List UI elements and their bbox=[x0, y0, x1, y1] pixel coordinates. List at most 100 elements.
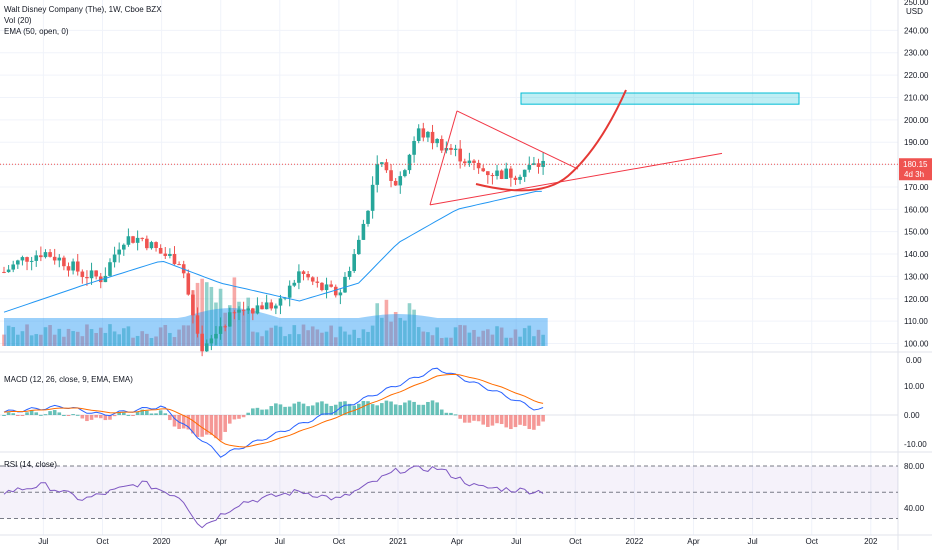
candle-body bbox=[89, 270, 94, 279]
macd-histogram-bar bbox=[532, 415, 536, 430]
volume-bar bbox=[384, 299, 389, 346]
macd-histogram-bar bbox=[34, 412, 39, 415]
candle-body bbox=[43, 252, 48, 258]
volume-bar bbox=[251, 331, 255, 346]
time-tick-label: Jul bbox=[38, 537, 48, 546]
price-axis-top-label: 250.00 bbox=[904, 0, 929, 7]
rsi-tick-label: 40.00 bbox=[904, 504, 925, 513]
volume-bar bbox=[126, 326, 131, 346]
candle-body bbox=[195, 315, 200, 334]
volume-bar bbox=[29, 335, 34, 346]
macd-histogram-bar bbox=[462, 415, 467, 423]
macd-histogram-bar bbox=[412, 401, 416, 415]
symbol-title[interactable]: Walt Disney Company (The), 1W, Cboe BZX bbox=[4, 5, 162, 14]
macd-histogram-bar bbox=[62, 414, 66, 416]
volume-bar bbox=[532, 336, 536, 346]
macd-histogram-bar bbox=[195, 415, 200, 437]
price-tick-label: 150.00 bbox=[904, 228, 929, 237]
macd-legend-label[interactable]: MACD (12, 26, close, 9, EMA, EMA) bbox=[4, 375, 133, 384]
macd-histogram-bar bbox=[237, 415, 241, 419]
volume-bar bbox=[430, 335, 435, 346]
candle-body bbox=[11, 264, 16, 270]
volume-bar bbox=[85, 324, 89, 346]
volume-bar bbox=[518, 336, 522, 346]
macd-histogram-bar bbox=[158, 410, 163, 415]
drawing-layer[interactable] bbox=[520, 92, 800, 105]
volume-bar bbox=[218, 288, 223, 346]
candle-body bbox=[301, 271, 306, 274]
candle-body bbox=[149, 242, 154, 249]
candle-body bbox=[108, 262, 112, 276]
ema-legend[interactable]: EMA (50, open, 0) bbox=[4, 27, 69, 36]
support-trendline bbox=[429, 152, 723, 206]
last-price-value: 180.15 bbox=[903, 160, 928, 169]
macd-histogram-bar bbox=[306, 406, 310, 415]
candle-body bbox=[380, 162, 384, 165]
macd-histogram-bar bbox=[384, 400, 389, 415]
candle-body bbox=[126, 236, 131, 245]
volume-bar bbox=[370, 325, 375, 346]
candle-body bbox=[112, 254, 117, 263]
candle-body bbox=[333, 286, 338, 296]
volume-bar bbox=[541, 334, 545, 346]
macd-histogram-bar bbox=[200, 415, 204, 437]
macd-histogram-bar bbox=[278, 404, 283, 415]
drawings[interactable] bbox=[0, 89, 898, 206]
last-price-badge bbox=[899, 158, 932, 181]
volume-bar bbox=[486, 329, 490, 346]
rsi-legend-label[interactable]: RSI (14, close) bbox=[4, 460, 57, 469]
macd-histogram-bar bbox=[495, 415, 499, 424]
macd-histogram-bar bbox=[251, 408, 255, 415]
candle-body bbox=[237, 309, 241, 313]
triangle-upper-line bbox=[456, 110, 579, 170]
macd-histogram-bar bbox=[149, 413, 154, 415]
candle-body bbox=[39, 255, 43, 258]
macd-histogram-bar bbox=[2, 415, 6, 416]
macd-histogram-bar bbox=[329, 405, 333, 415]
volume-bar bbox=[163, 324, 168, 346]
macd-histogram-bar bbox=[140, 409, 145, 415]
candle-body bbox=[462, 161, 467, 164]
volume-bar bbox=[214, 302, 218, 346]
volume-bar bbox=[527, 325, 532, 346]
macd-tick-label: 10.00 bbox=[904, 382, 925, 391]
macd-histogram-bar bbox=[467, 415, 472, 423]
candle-body bbox=[117, 249, 121, 255]
macd-histogram-bar bbox=[264, 409, 269, 415]
candle-body bbox=[513, 177, 518, 180]
volume-bar bbox=[177, 329, 181, 346]
price-tick-label: 120.00 bbox=[904, 295, 929, 304]
target-zone-box bbox=[520, 92, 800, 105]
macd-histogram-bar bbox=[361, 400, 366, 415]
candle-body bbox=[453, 148, 458, 150]
candle-body bbox=[122, 244, 126, 250]
volume-bar bbox=[122, 328, 126, 346]
candle-body bbox=[232, 312, 237, 314]
volume-bar bbox=[57, 328, 62, 346]
macd-histogram-bar bbox=[246, 412, 251, 415]
volume-bar bbox=[112, 331, 117, 346]
macd-histogram-bar bbox=[52, 410, 57, 415]
macd-histogram-bar bbox=[320, 401, 324, 415]
macd-histogram-bar bbox=[476, 415, 481, 422]
volume-bar bbox=[403, 320, 407, 346]
macd-histogram-bar bbox=[292, 403, 297, 415]
volume-bar bbox=[416, 327, 421, 346]
volume-bar bbox=[467, 332, 472, 346]
vol-legend[interactable]: Vol (20) bbox=[4, 16, 32, 25]
candle-body bbox=[352, 254, 356, 272]
time-tick-label: Jul bbox=[747, 537, 757, 546]
volume-bar bbox=[52, 334, 57, 346]
macd-histogram-bar bbox=[439, 409, 444, 415]
volume-bar bbox=[246, 297, 251, 346]
volume-bar bbox=[80, 336, 85, 346]
candle-body bbox=[449, 147, 453, 150]
volume-bar bbox=[476, 336, 481, 346]
macd-histogram-bar bbox=[541, 415, 545, 422]
macd-histogram-bar bbox=[75, 414, 80, 416]
volume-axis-tick: 0.00 bbox=[906, 356, 922, 365]
candle-body bbox=[246, 308, 251, 311]
